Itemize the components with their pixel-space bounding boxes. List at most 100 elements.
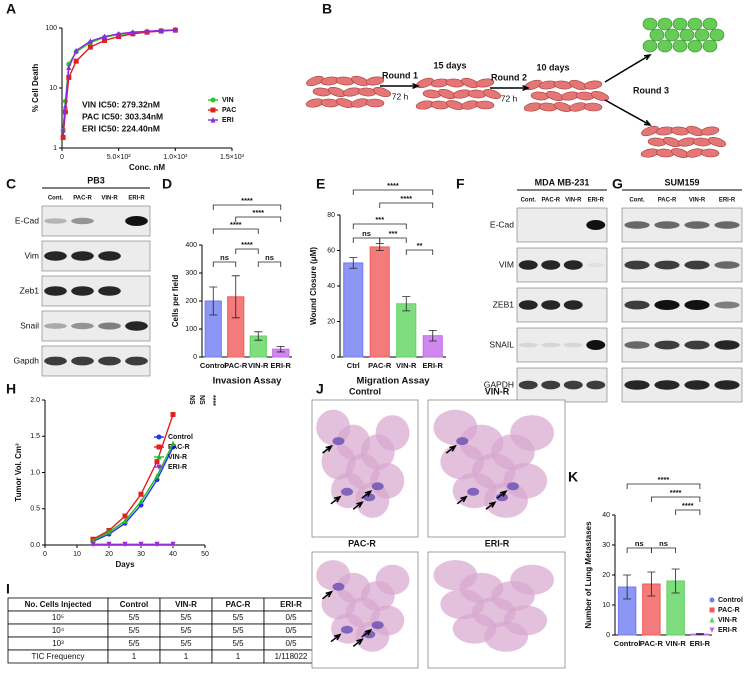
blot-band	[563, 380, 583, 390]
y-tick-label: 40	[327, 283, 335, 290]
blot-band	[714, 261, 740, 269]
x-tick-label: 0	[43, 551, 47, 558]
significance-label: ns	[265, 253, 274, 262]
y-axis-label: Wound Closure (μM)	[309, 247, 318, 325]
cell	[700, 126, 720, 136]
marker	[116, 30, 122, 37]
marker	[709, 607, 715, 613]
cell	[583, 80, 603, 90]
legend-label: PAC	[222, 107, 236, 114]
x-tick-label: 20	[105, 551, 113, 558]
lane-label: Cont.	[521, 198, 537, 204]
arrow	[361, 490, 373, 499]
significance-bracket	[212, 204, 282, 210]
x-axis-label: Days	[115, 560, 135, 569]
table-header: PAC-R	[226, 600, 251, 609]
y-tick-label: 30	[602, 542, 610, 549]
blot-band	[624, 221, 650, 229]
significance-bracket	[379, 202, 434, 208]
blot-band	[71, 251, 94, 261]
y-tick-label: 0	[606, 632, 610, 639]
y-axis-label: Tumor Vol. Cm³	[14, 443, 23, 502]
category-label: Control	[614, 639, 641, 648]
marker	[709, 627, 715, 633]
table-text: 5/5	[128, 626, 140, 635]
significance-bracket	[650, 496, 701, 502]
panel-label: J	[316, 381, 324, 397]
marker	[144, 28, 150, 34]
marker	[102, 33, 107, 40]
table-text: 10⁴	[52, 626, 65, 635]
table-text: 0/5	[285, 613, 297, 622]
metastasis	[340, 625, 353, 634]
image-label: PAC-R	[348, 538, 376, 548]
significance-bracket	[626, 483, 701, 489]
y-tick-label: 40	[602, 512, 610, 519]
table-header: Control	[120, 600, 148, 609]
annotation: ****	[209, 395, 216, 406]
y-tick-label: 300	[185, 270, 197, 277]
blot-band	[518, 380, 538, 390]
lane-label: ERI-R	[719, 198, 736, 204]
image-label: VIN-R	[485, 386, 510, 396]
blot-band	[98, 322, 121, 330]
marker	[170, 412, 176, 417]
y-tick-label: 0.5	[30, 506, 40, 513]
marker	[156, 454, 162, 460]
metastasis	[506, 482, 519, 491]
significance-label: ****	[670, 488, 682, 497]
arrow	[330, 633, 342, 643]
x-axis-label: Migration Assay	[356, 376, 430, 387]
metastasis	[495, 493, 508, 502]
table-text: 5/5	[232, 626, 244, 635]
cell	[365, 98, 385, 108]
series-line	[92, 446, 174, 543]
cell	[475, 78, 495, 88]
cell	[365, 76, 385, 86]
step-label: Round 3	[633, 85, 669, 95]
legend-label: Control	[718, 597, 743, 604]
legend-label: PAC-R	[718, 607, 740, 614]
cell	[708, 137, 726, 147]
y-tick-label: 400	[185, 242, 197, 249]
significance-label: ***	[375, 215, 384, 224]
annotation: NS	[188, 395, 195, 405]
marker	[154, 473, 160, 479]
table-text: 10³	[52, 639, 64, 648]
y-tick-label: 0.0	[30, 542, 40, 549]
marker	[66, 74, 72, 80]
lane-label: PAC-R	[658, 198, 677, 204]
table-text: TIC Frequency	[32, 652, 85, 661]
blot-band	[654, 260, 680, 270]
series-line	[92, 443, 174, 542]
significance-label: ****	[400, 194, 412, 203]
blot-title: PB3	[87, 175, 105, 185]
category-label: ERI-R	[271, 361, 292, 370]
marker	[60, 126, 66, 133]
table-text: 5/5	[128, 613, 140, 622]
blot-band	[518, 300, 538, 310]
lane-label: ERI-R	[128, 196, 145, 202]
arrow	[490, 84, 530, 92]
blot-band	[684, 300, 710, 310]
legend-label: PAC-R	[168, 444, 190, 451]
blot-band	[714, 221, 740, 229]
tissue	[459, 424, 504, 461]
y-tick-label: 80	[327, 212, 335, 219]
marker	[210, 107, 216, 113]
row-label: Zeb1	[20, 285, 40, 295]
blot-title: SUM159	[664, 177, 699, 187]
marker	[122, 541, 128, 548]
significance-bracket	[650, 547, 677, 553]
blot-band	[541, 300, 561, 310]
blot-band	[586, 262, 606, 268]
duration: 15 days	[433, 60, 466, 70]
error-bar	[209, 286, 218, 316]
arrow	[361, 628, 373, 638]
tissue	[375, 564, 410, 595]
lane-label: VIN-R	[565, 198, 582, 204]
marker	[62, 103, 68, 109]
category-label: Control	[200, 361, 227, 370]
lane-label: VIN-R	[689, 198, 706, 204]
image-label: Control	[349, 386, 381, 396]
